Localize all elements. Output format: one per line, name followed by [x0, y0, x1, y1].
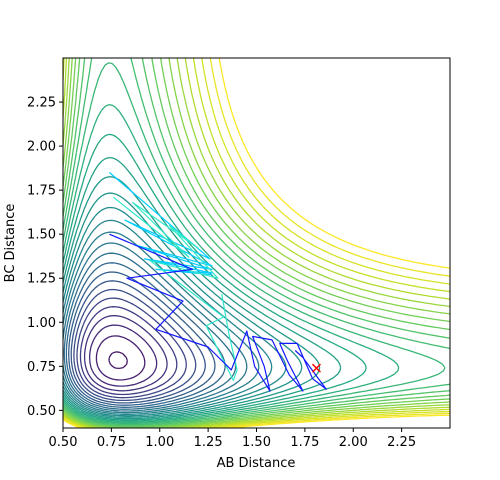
- contour-level: [63, 58, 450, 428]
- x-axis-ticks: 0.50 0.75 1.00 1.25 1.50 1.75 2.00 2.25: [49, 428, 416, 450]
- trajectory-line: [109, 233, 327, 392]
- contour-level: [63, 231, 260, 414]
- contour-level: [76, 297, 187, 399]
- contour-level: [63, 58, 450, 428]
- x-tick-label: 1.00: [145, 435, 174, 450]
- contour-level: [79, 306, 178, 396]
- y-axis-label: BC Distance: [3, 204, 18, 283]
- x-tick-label: 0.50: [49, 435, 78, 450]
- x-tick-label: 1.75: [290, 435, 319, 450]
- trajectory-layer: [109, 172, 327, 392]
- contour-level: [63, 252, 237, 410]
- contour-level: [63, 58, 450, 426]
- contour-level: [83, 315, 168, 392]
- y-tick-label: 0.75: [27, 360, 56, 375]
- y-tick-label: 2.00: [27, 140, 56, 155]
- contour-level: [63, 58, 450, 428]
- plot-background: [63, 58, 450, 428]
- contour-level: [63, 58, 450, 428]
- x-tick-label: 1.25: [194, 435, 223, 450]
- endpoint-marker: [311, 363, 322, 373]
- contour-level: [70, 280, 206, 404]
- contour-level: [73, 288, 197, 402]
- y-tick-label: 1.00: [27, 316, 56, 331]
- trajectory-line: [112, 196, 238, 381]
- contour-level: [63, 58, 450, 427]
- y-tick-label: 1.50: [27, 228, 56, 243]
- x-tick-label: 0.75: [97, 435, 126, 450]
- contour-level: [95, 335, 146, 381]
- x-tick-label: 2.25: [387, 435, 416, 450]
- contour-level: [63, 133, 367, 422]
- y-tick-label: 1.75: [27, 184, 56, 199]
- x-axis-label: AB Distance: [217, 456, 296, 471]
- y-tick-label: 0.50: [27, 404, 56, 419]
- contour-level: [88, 324, 158, 387]
- y-tick-label: 2.25: [27, 96, 56, 111]
- y-axis-ticks: 0.50 0.75 1.00 1.25 1.50 1.75 2.00 2.25: [27, 96, 63, 419]
- contour-level: [63, 58, 450, 428]
- contour-level: [63, 58, 450, 428]
- x-tick-label: 2.00: [339, 435, 368, 450]
- contour-level: [63, 58, 450, 428]
- y-tick-label: 1.25: [27, 272, 56, 287]
- marker-layer: [311, 363, 322, 373]
- x-tick-label: 1.50: [242, 435, 271, 450]
- contour-level: [108, 351, 128, 370]
- contour-level: [63, 58, 450, 428]
- contour-level: [63, 62, 446, 425]
- contour-level: [63, 104, 400, 424]
- contour-level: [68, 271, 216, 406]
- contour-level: [63, 58, 450, 428]
